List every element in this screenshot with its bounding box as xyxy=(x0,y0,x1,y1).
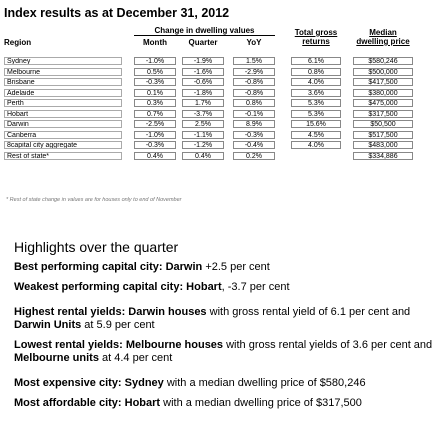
value-cell: -0.4% xyxy=(233,141,275,149)
value-cell: 0.1% xyxy=(134,88,176,97)
value-cell: -1.0% xyxy=(134,130,176,139)
highlight-item: Weakest performing capital city: Hobart,… xyxy=(14,281,434,294)
value-cell: -1.2% xyxy=(182,141,224,149)
value-cell: -0.1% xyxy=(233,109,275,118)
highlight-item: Highest rental yields: Darwin houses wit… xyxy=(14,306,434,332)
value-cell: 2.5% xyxy=(182,120,224,128)
text: +2.5 per cent xyxy=(202,261,270,273)
bold-text: Lowest rental yields: Melbourne houses xyxy=(14,339,224,351)
region-cell: 8capital city aggregate xyxy=(4,141,122,149)
value-cell: $500,000 xyxy=(353,67,413,76)
value-cell: 0.3% xyxy=(134,99,176,107)
region-cell: Darwin xyxy=(4,120,122,128)
bold-text: Most affordable city: Hobart xyxy=(14,397,161,409)
region-cell: Perth xyxy=(4,99,122,107)
text: with gross rental yields of 3.6 per cent… xyxy=(223,339,433,351)
value-cell: 0.4% xyxy=(134,151,176,160)
bold-text: Darwin Units xyxy=(14,319,82,331)
highlights: Highlights over the quarter Best perform… xyxy=(14,239,434,417)
region-cell: Brisbane xyxy=(4,78,122,86)
value-cell: $580,246 xyxy=(353,57,413,65)
value-cell: -1.8% xyxy=(182,88,224,97)
value-cell: -1.0% xyxy=(134,57,176,65)
highlight-item: Lowest rental yields: Melbourne houses w… xyxy=(14,339,434,365)
text: with a median dwelling price of $317,500 xyxy=(160,397,362,409)
region-cell: Hobart xyxy=(4,109,122,118)
value-cell: 0.4% xyxy=(182,151,224,160)
value-cell: -2.9% xyxy=(233,67,275,76)
value-cell: -0.8% xyxy=(233,88,275,97)
value-cell: $50,500 xyxy=(353,120,413,128)
value-cell: 5.3% xyxy=(291,109,341,118)
value-cell: 0.7% xyxy=(134,109,176,118)
value-cell: $483,000 xyxy=(353,141,413,149)
highlight-item: Most expensive city: Sydney with a media… xyxy=(14,377,434,390)
value-cell: 1.7% xyxy=(182,99,224,107)
value-cell: -1.1% xyxy=(182,130,224,139)
text: with gross rental yield of 6.1 per cent … xyxy=(206,306,411,318)
bold-text: Weakest performing capital city: Hobart xyxy=(14,281,222,293)
value-cell: 0.2% xyxy=(233,151,275,160)
value-cell: -1.9% xyxy=(182,57,224,65)
value-cell: 5.3% xyxy=(291,99,341,107)
value-cell: 4.0% xyxy=(291,141,341,149)
bold-text: Melbourne units xyxy=(14,352,99,364)
group-header: Change in dwelling values xyxy=(134,26,275,36)
region-cell: Canberra xyxy=(4,130,122,139)
region-cell: Sydney xyxy=(4,57,122,65)
value-cell: 8.9% xyxy=(233,120,275,128)
value-cell: 4.0% xyxy=(291,78,341,86)
text: at 4.4 per cent xyxy=(98,352,173,364)
value-cell: -0.3% xyxy=(233,130,275,139)
column-header: Total gross returns xyxy=(294,28,338,46)
region-cell: Rest of state* xyxy=(4,151,122,160)
region-cell: Melbourne xyxy=(4,67,122,76)
value-cell: $417,500 xyxy=(353,78,413,86)
bold-text: Best performing capital city: Darwin xyxy=(14,261,203,273)
value-cell: 0.8% xyxy=(233,99,275,107)
region-cell: Adelaide xyxy=(4,88,122,97)
column-header: Quarter xyxy=(188,38,218,47)
column-header: Month xyxy=(143,38,167,47)
text: , -3.7 per cent xyxy=(221,281,290,293)
bold-text: Highest rental yields: Darwin houses xyxy=(14,306,207,318)
title: Index results as at December 31, 2012 xyxy=(4,6,230,20)
column-header: Median dwelling price xyxy=(356,28,410,46)
value-cell: 0.5% xyxy=(134,67,176,76)
highlight-item: Best performing capital city: Darwin +2.… xyxy=(14,261,434,274)
value-cell: $334,886 xyxy=(353,151,413,160)
value-cell: 1.5% xyxy=(233,57,275,65)
value-cell: $380,000 xyxy=(353,88,413,97)
value-cell: -0.3% xyxy=(134,141,176,149)
highlight-item: Most affordable city: Hobart with a medi… xyxy=(14,397,434,410)
text: at 5.9 per cent xyxy=(81,319,155,331)
column-header: YoY xyxy=(246,38,262,47)
value-cell: 3.6% xyxy=(291,88,341,97)
value-cell: $317,500 xyxy=(353,109,413,118)
value-cell: 4.5% xyxy=(291,130,341,139)
value-cell: -1.6% xyxy=(182,67,224,76)
value-cell: -3.7% xyxy=(182,109,224,118)
text: with a median dwelling price of $580,246 xyxy=(163,377,366,389)
footnote: * Rest of state change in values are for… xyxy=(6,197,182,203)
value-cell: $517,500 xyxy=(353,130,413,139)
value-cell: $475,000 xyxy=(353,99,413,107)
value-cell: -0.8% xyxy=(233,78,275,86)
value-cell: -2.5% xyxy=(134,120,176,128)
bold-text: Most expensive city: Sydney xyxy=(14,377,164,389)
highlights-heading: Highlights over the quarter xyxy=(14,239,179,255)
value-cell: 15.6% xyxy=(291,120,341,128)
value-cell: 0.8% xyxy=(291,67,341,76)
value-cell: -0.3% xyxy=(134,78,176,86)
column-header: Region xyxy=(4,38,32,47)
value-cell: 6.1% xyxy=(291,57,341,65)
value-cell: -0.6% xyxy=(182,78,224,86)
